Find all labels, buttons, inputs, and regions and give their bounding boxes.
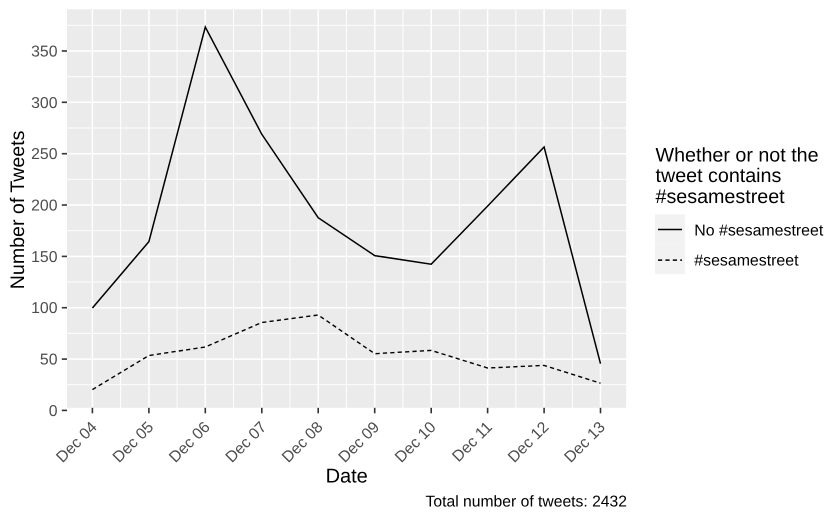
svg-text:Total number of tweets: 2432: Total number of tweets: 2432 xyxy=(426,493,627,510)
svg-text:#sesamestreet: #sesamestreet xyxy=(694,253,799,270)
svg-text:50: 50 xyxy=(40,352,58,369)
svg-text:300: 300 xyxy=(31,95,58,112)
svg-text:0: 0 xyxy=(49,403,58,420)
svg-text:Date: Date xyxy=(326,465,368,487)
svg-text:#sesamestreet: #sesamestreet xyxy=(656,186,786,208)
svg-text:350: 350 xyxy=(31,44,58,61)
svg-text:tweet contains: tweet contains xyxy=(656,165,782,187)
svg-text:200: 200 xyxy=(31,198,58,215)
svg-text:No #sesamestreet: No #sesamestreet xyxy=(694,223,824,240)
svg-text:Number of Tweets: Number of Tweets xyxy=(7,130,29,289)
svg-text:Whether or not the: Whether or not the xyxy=(656,144,819,166)
svg-text:150: 150 xyxy=(31,249,58,266)
svg-text:100: 100 xyxy=(31,300,58,317)
svg-text:250: 250 xyxy=(31,146,58,163)
